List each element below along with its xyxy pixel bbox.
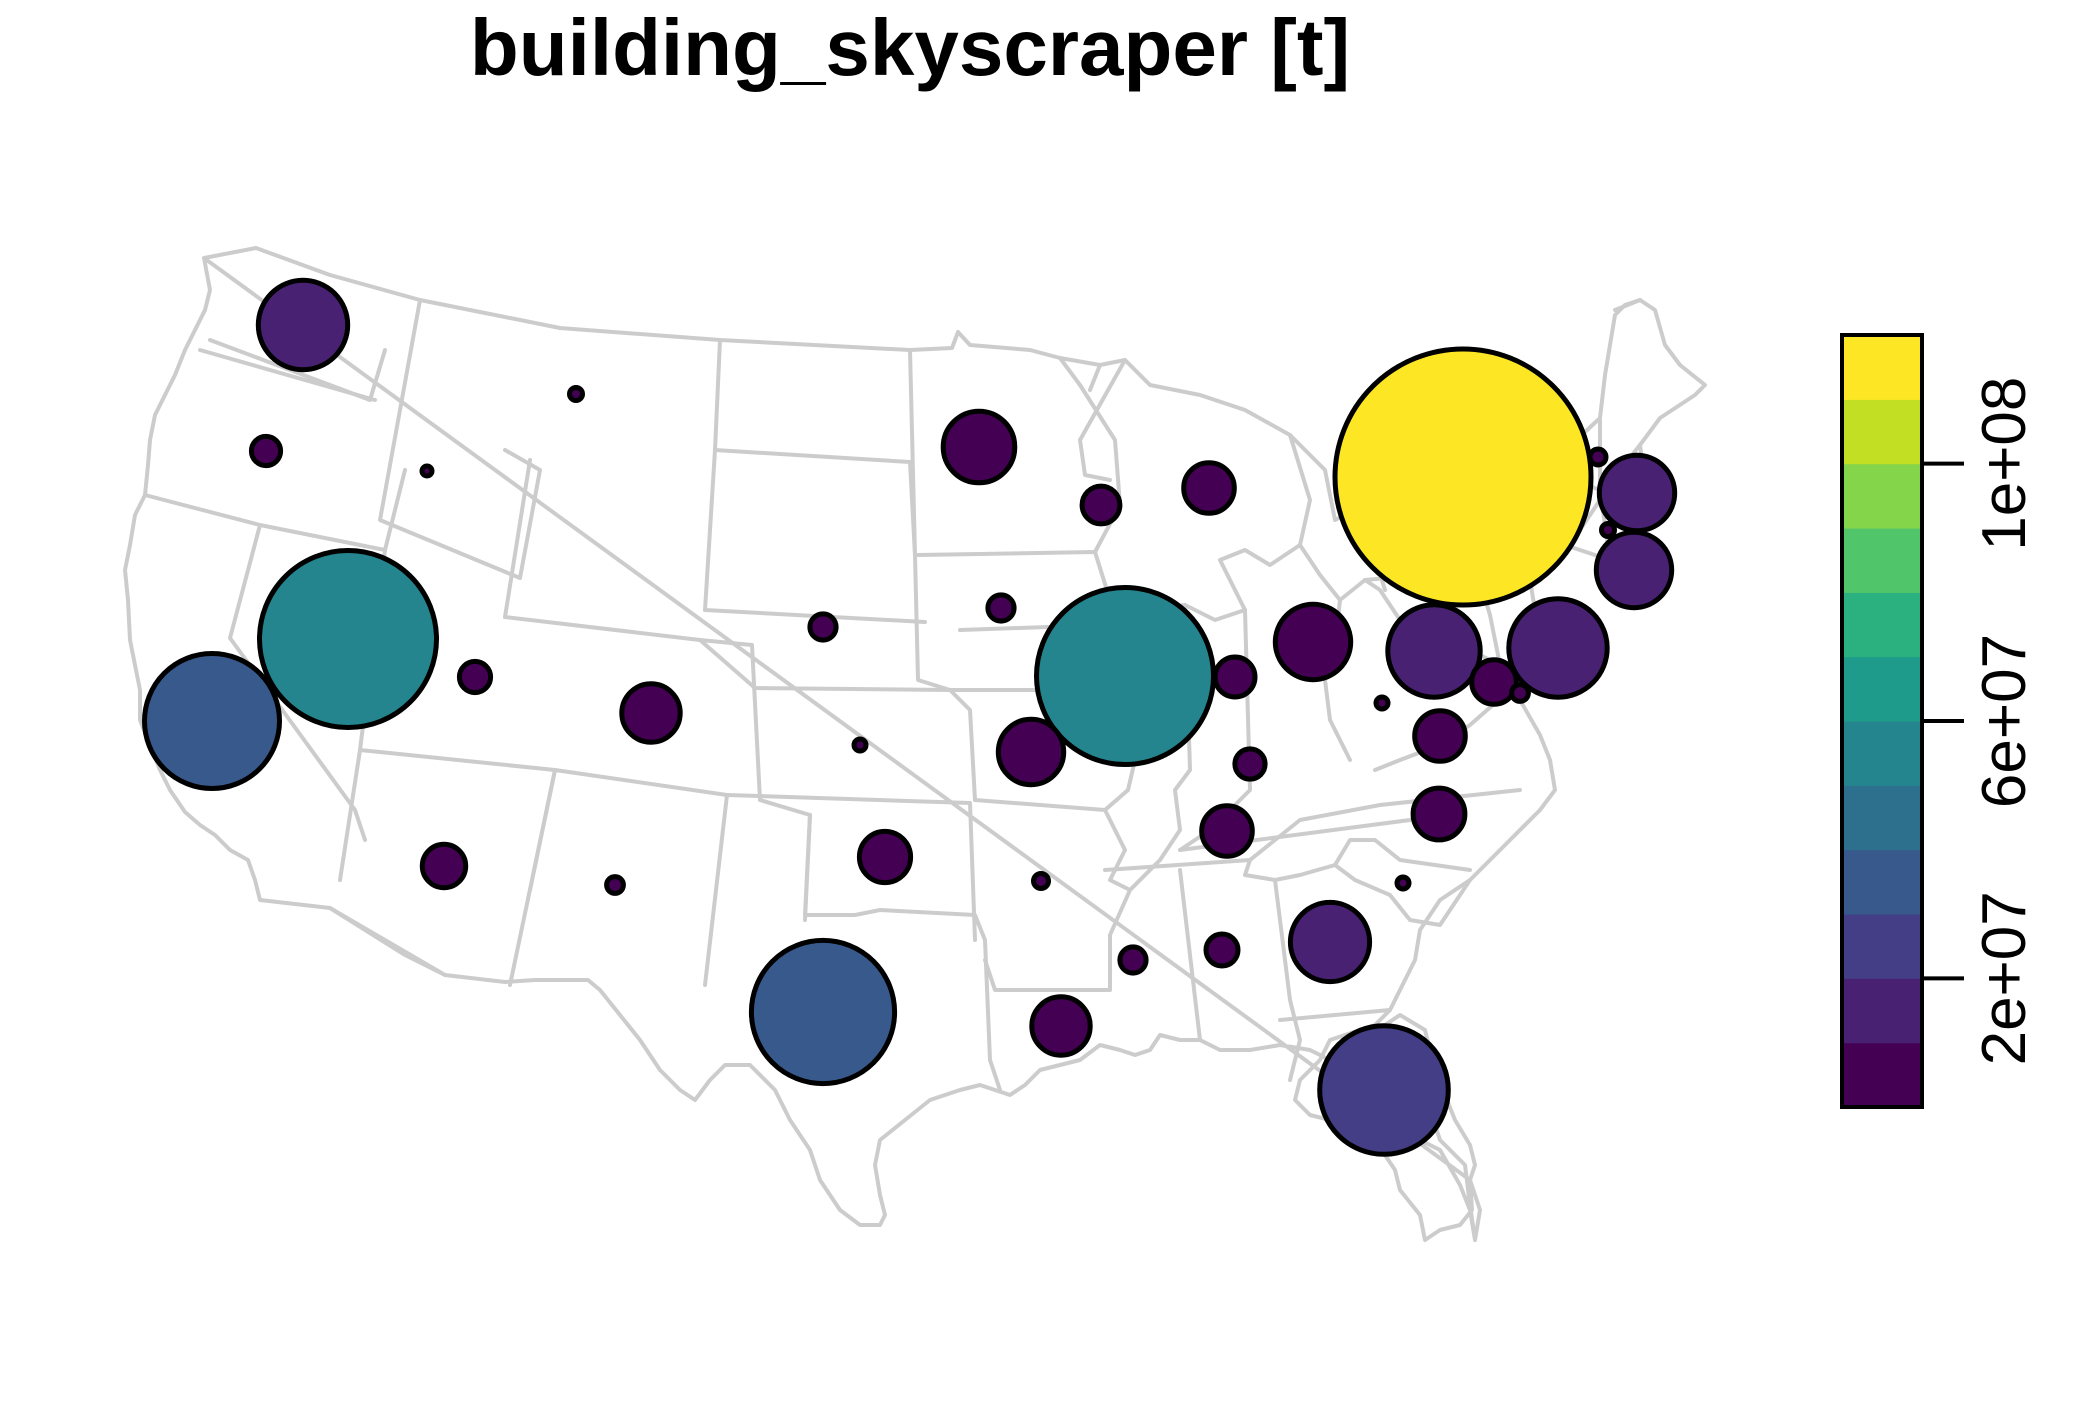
symbol-wi (1079, 483, 1123, 527)
symbol-id (419, 463, 435, 479)
colorbar-tick-label-2: 1e+08 (1970, 377, 2039, 551)
symbol-al (1203, 931, 1241, 969)
symbol-mt (567, 385, 585, 403)
colorbar-bin-9 (1842, 463, 1922, 529)
symbol-fl (1317, 1023, 1451, 1157)
symbol-ga (1287, 899, 1373, 985)
symbol-nj (1506, 596, 1610, 700)
colorbar-bin-11 (1842, 335, 1922, 400)
colorbar-bin-6 (1842, 656, 1922, 722)
symbol-sc (1394, 874, 1412, 892)
symbol-nv (257, 548, 439, 730)
symbol-ca (142, 651, 282, 791)
symbol-ny (1332, 346, 1594, 608)
symbol-nc (1410, 785, 1468, 843)
colorbar-tick-label-1: 6e+07 (1970, 634, 2039, 808)
symbol-ma (1596, 452, 1678, 534)
colorbar-bin-5 (1842, 721, 1922, 786)
symbol-ut (456, 658, 494, 696)
symbol-wv (1373, 694, 1391, 712)
symbol-mo (995, 716, 1067, 788)
symbol-wa (255, 277, 351, 373)
colorbar-bin-3 (1842, 849, 1922, 915)
colorbar-bin-10 (1842, 399, 1922, 465)
symbol-ne (807, 611, 839, 643)
colorbar-bin-0 (1842, 1042, 1922, 1108)
colorbar-bin-7 (1842, 592, 1922, 658)
symbol-ky (1232, 746, 1268, 782)
symbol-co (619, 681, 683, 745)
colorbar-tick-label-0: 2e+07 (1970, 891, 2039, 1065)
colorbar-bin-4 (1842, 785, 1922, 851)
colorbar-bin-1 (1842, 978, 1922, 1044)
symbol-in (1212, 654, 1258, 700)
symbol-pa (1385, 602, 1483, 700)
colorbar-bins (1842, 335, 1922, 1108)
symbol-tn (1199, 803, 1255, 859)
symbol-nm (604, 874, 626, 896)
proportional-symbols (142, 277, 1678, 1157)
symbol-az (419, 841, 469, 891)
colorbar-bin-2 (1842, 914, 1922, 979)
symbol-mi (1181, 460, 1237, 516)
symbol-ms (1117, 944, 1149, 976)
symbol-ct (1599, 521, 1617, 539)
symbol-ri (1593, 529, 1675, 611)
symbol-or (248, 433, 284, 469)
symbol-ks (851, 736, 869, 754)
symbol-ok (856, 828, 914, 886)
symbol-tx (748, 937, 898, 1087)
map-title: building_skyscraper [t] (469, 3, 1351, 92)
symbol-md (1469, 657, 1519, 707)
symbol-ia (985, 592, 1017, 624)
symbol-va (1412, 708, 1468, 764)
symbol-la (1029, 994, 1093, 1058)
colorbar-bin-8 (1842, 528, 1922, 593)
symbol-oh (1272, 601, 1354, 683)
colorbar-ticks: 2e+07 6e+07 1e+08 (1922, 377, 2039, 1065)
symbol-de (1509, 682, 1531, 704)
symbol-ar (1031, 871, 1051, 891)
legend-colorbar: 2e+07 6e+07 1e+08 (1840, 333, 2039, 1109)
symbol-vt (1587, 446, 1609, 468)
symbol-mn (940, 408, 1018, 486)
